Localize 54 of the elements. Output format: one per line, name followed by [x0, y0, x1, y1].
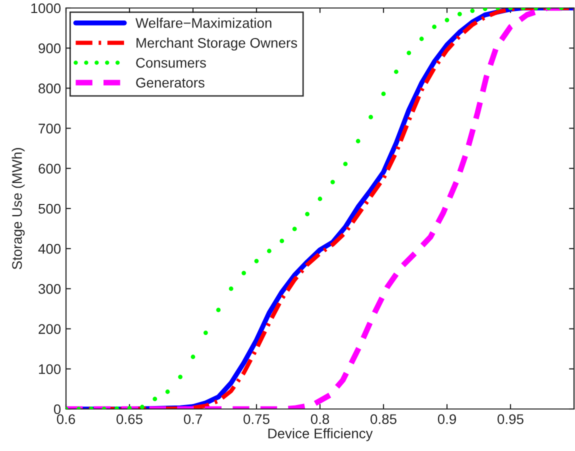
x-axis-title: Device Efficiency: [268, 428, 373, 442]
y-tick-label: 600: [38, 164, 61, 174]
y-tick-label: 300: [38, 284, 61, 294]
point: [140, 404, 144, 409]
point: [318, 196, 322, 202]
point: [419, 36, 424, 42]
y-tick-label: 200: [38, 324, 61, 334]
y-axis-title: Storage Use (MWh): [12, 148, 25, 270]
point: [305, 212, 310, 216]
x-tick-label: 0.9: [438, 414, 456, 424]
x-tick-label: 0.6: [56, 414, 76, 424]
point: [343, 162, 348, 166]
point: [216, 308, 221, 312]
point: [114, 406, 119, 409]
line-series: [66, 8, 574, 409]
point: [254, 258, 259, 264]
y-tick-label: 1000: [31, 3, 61, 14]
point: [267, 248, 272, 254]
x-tick-label: 0.8: [310, 414, 330, 424]
y-tick-label: 400: [38, 244, 61, 254]
y-tick-label: 100: [39, 364, 61, 374]
point: [381, 92, 386, 96]
point: [178, 374, 182, 380]
x-tick-label: 0.75: [244, 414, 270, 424]
point: [432, 24, 436, 30]
point: [458, 12, 462, 16]
point: [470, 8, 475, 14]
x-tick-label: 0.7: [184, 414, 202, 424]
legend-label: Merchant Storage Owners: [136, 38, 298, 51]
y-tick-label: 800: [38, 84, 61, 94]
y-tick-label: 900: [38, 43, 61, 54]
y-tick-label: 500: [38, 204, 61, 214]
x-tick-label: 0.95: [498, 414, 524, 424]
point: [165, 390, 170, 394]
point: [292, 226, 297, 232]
point: [152, 396, 158, 402]
point: [242, 270, 246, 276]
point: [368, 114, 373, 120]
point: [394, 70, 398, 74]
legend-label: Generators: [136, 78, 204, 88]
point: [280, 238, 284, 244]
y-tick-label: 0: [54, 404, 61, 414]
legend-label: Welfare−Maximization: [136, 18, 272, 28]
x-tick-label: 0.65: [116, 414, 142, 424]
point: [330, 180, 335, 184]
point: [190, 354, 196, 360]
y-tick-label: 700: [38, 124, 61, 134]
x-tick-label: 0.85: [370, 414, 396, 424]
legend-label: Consumers: [136, 58, 206, 68]
point: [406, 50, 412, 56]
point: [228, 286, 234, 291]
point: [356, 138, 360, 144]
point: [444, 18, 450, 22]
point: [204, 330, 208, 336]
